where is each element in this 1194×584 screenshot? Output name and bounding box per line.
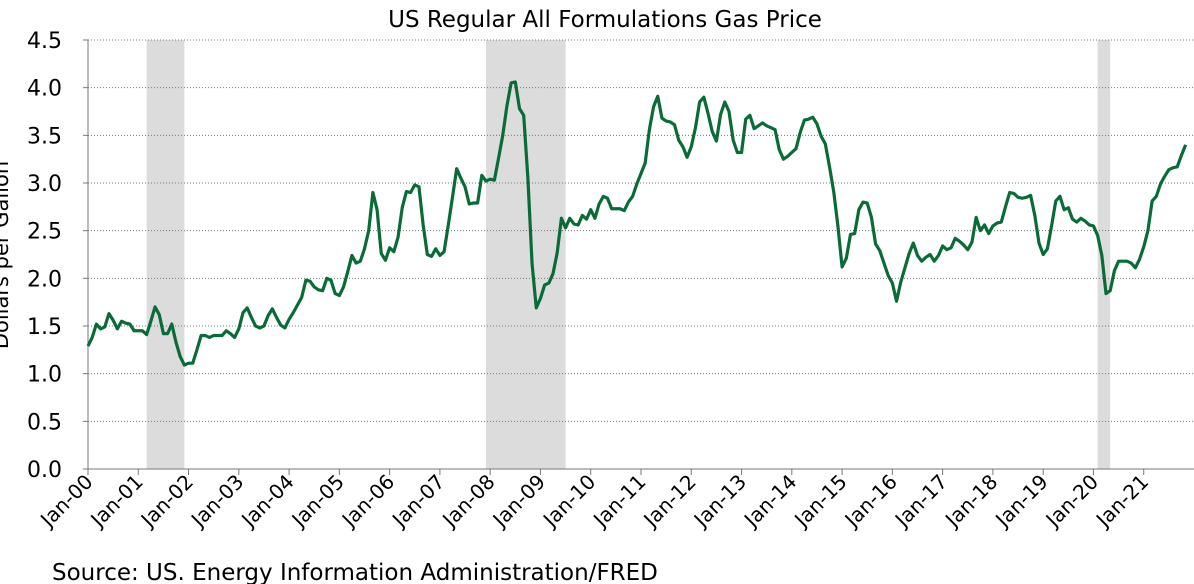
recession-band <box>1097 40 1111 469</box>
y-tick-label: 1.0 <box>27 363 62 388</box>
chart-title: US Regular All Formulations Gas Price <box>388 7 822 33</box>
price-line <box>86 80 1188 367</box>
x-tick-label: Jan-05 <box>286 470 349 533</box>
x-tick-label: Jan-03 <box>185 470 248 533</box>
x-tick-label: Jan-19 <box>989 470 1052 533</box>
x-tick-label: Jan-20 <box>1040 470 1103 533</box>
x-tick-label: Jan-18 <box>939 470 1002 533</box>
y-tick-label: 1.5 <box>27 315 62 340</box>
x-tick-label: Jan-15 <box>788 470 851 533</box>
x-tick-label: Jan-09 <box>487 470 550 533</box>
y-tick-label: 2.5 <box>27 220 62 245</box>
x-tick-label: Jan-16 <box>839 470 902 533</box>
x-tick-label: Jan-17 <box>889 470 952 533</box>
source-note: Source: US. Energy Information Administr… <box>52 560 658 584</box>
background-layer <box>88 39 1194 470</box>
x-tick-label: Jan-14 <box>738 470 801 533</box>
y-tick-label: 3.5 <box>27 124 62 149</box>
x-tick-label: Jan-06 <box>336 470 399 533</box>
y-tick-label: 4.0 <box>27 77 62 102</box>
x-tick-label: Jan-01 <box>85 470 148 533</box>
recession-band <box>146 40 185 469</box>
x-tick-label: Jan-12 <box>638 470 701 533</box>
x-tick-label: Jan-04 <box>235 470 298 533</box>
x-tick-label: Jan-21 <box>1090 470 1153 533</box>
y-tick-label: 0.0 <box>27 458 62 483</box>
x-tick-label: Jan-07 <box>386 470 449 533</box>
x-tick-label: Jan-02 <box>135 470 198 533</box>
y-tick-label: 4.5 <box>27 29 62 54</box>
x-tick-label: Jan-08 <box>436 470 499 533</box>
x-tick-label: Jan-13 <box>688 470 751 533</box>
y-tick-label: 2.0 <box>27 267 62 292</box>
y-axis-label: Dollars per Gallon <box>0 161 13 349</box>
x-tick-label: Jan-10 <box>537 470 600 533</box>
x-tick-label: Jan-11 <box>587 470 650 533</box>
y-tick-label: 3.0 <box>27 172 62 197</box>
recession-band <box>485 40 566 469</box>
y-tick-label: 0.5 <box>27 410 62 435</box>
